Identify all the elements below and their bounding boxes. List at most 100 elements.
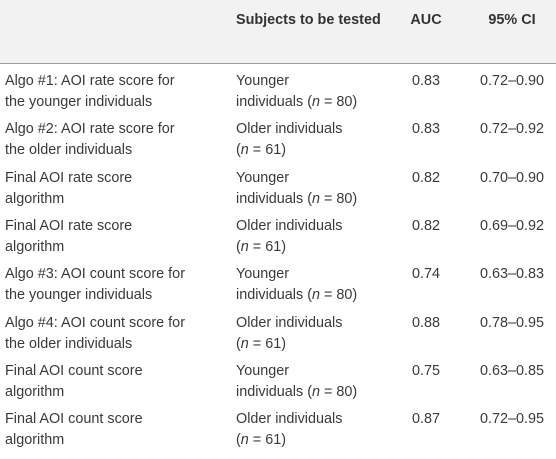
table-row: Final AOI rate score algorithm Older indiv…	[0, 216, 556, 266]
row-label-line2: the older individuals	[5, 142, 133, 159]
row-label: Algo #1: AOI rate score for the younger i…	[5, 71, 175, 113]
subjects-count-prefix: individuals (	[236, 190, 312, 207]
row-label-line2: algorithm	[5, 432, 65, 449]
row-auc: 0.88	[411, 314, 440, 331]
row-subjects-line1: Younger	[236, 266, 290, 283]
header-subjects-line1: Subjects to be	[236, 12, 335, 28]
subjects-count-prefix: (	[236, 432, 241, 449]
row-label-line2: the older individuals	[5, 335, 133, 352]
row-subjects-line2: individuals (n = 80)	[236, 189, 357, 210]
subjects-count-value: = 80)	[320, 287, 358, 304]
row-label: Algo #2: AOI rate score for the older ind…	[5, 119, 175, 161]
row-label-line2: the younger individuals	[5, 287, 153, 304]
table-row: Final AOI count score algorithm Younger ind…	[0, 361, 556, 411]
row-label-line1: Algo #2: AOI rate score for	[5, 121, 175, 138]
row-label: Final AOI count score algorithm	[5, 361, 143, 403]
row-ci: 0.72–0.90	[479, 73, 545, 89]
row-label: Algo #3: AOI count score for the younger …	[5, 264, 185, 306]
row-label-line1: Final AOI rate score	[5, 169, 133, 186]
row-subjects-line1: Younger	[236, 362, 290, 379]
header-subjects-line2: tested	[338, 12, 381, 28]
row-auc: 0.75	[411, 362, 440, 379]
subjects-count-value: = 80)	[320, 94, 358, 110]
table-row: Algo #4: AOI count score for the older in…	[0, 313, 556, 363]
row-subjects: Older individuals (n = 61)	[236, 119, 342, 161]
row-subjects: Younger individuals (n = 80)	[236, 361, 357, 403]
row-ci: 0.72–0.92	[479, 121, 545, 138]
subjects-count-symbol: n	[312, 383, 321, 400]
row-subjects-line2: (n = 61)	[236, 237, 342, 258]
header-ci: 95% CI	[488, 12, 536, 28]
row-label-line1: Final AOI count score	[5, 362, 143, 379]
row-subjects-line2: individuals (n = 80)	[236, 382, 357, 403]
subjects-count-value: = 61)	[248, 142, 287, 159]
row-ci: 0.63–0.83	[479, 266, 545, 283]
row-subjects: Older individuals (n = 61)	[236, 313, 342, 355]
row-label: Final AOI rate score algorithm	[5, 216, 132, 258]
subjects-count-symbol: n	[312, 94, 321, 110]
subjects-count-prefix: (	[236, 142, 241, 159]
row-subjects-line2: individuals (n = 80)	[236, 285, 357, 306]
row-subjects-line1: Older individuals	[236, 121, 343, 138]
table-row: Final AOI rate score algorithm Younger indi…	[0, 168, 556, 218]
subjects-count-symbol: n	[312, 190, 321, 207]
row-auc: 0.82	[411, 217, 440, 234]
row-auc: 0.83	[411, 121, 440, 138]
subjects-count-prefix: individuals (	[236, 383, 312, 400]
header-subjects: Subjects to be tested	[236, 10, 381, 31]
row-subjects-line2: individuals (n = 80)	[236, 92, 357, 113]
row-subjects: Older individuals (n = 61)	[236, 409, 342, 451]
row-label-line1: Final AOI count score	[5, 411, 143, 428]
subjects-count-prefix: individuals (	[236, 94, 312, 110]
row-label-line2: algorithm	[5, 238, 65, 255]
row-subjects-line1: Older individuals	[236, 411, 343, 428]
subjects-count-value: = 61)	[248, 238, 287, 255]
subjects-count-value: = 61)	[248, 432, 287, 449]
row-ci: 0.70–0.90	[479, 169, 545, 186]
row-ci: 0.63–0.85	[479, 362, 545, 379]
row-auc: 0.87	[411, 411, 440, 428]
row-subjects-line1: Younger	[236, 73, 290, 89]
subjects-count-prefix: individuals (	[236, 287, 312, 304]
row-label: Final AOI count score algorithm	[5, 409, 143, 451]
row-auc: 0.74	[411, 266, 440, 283]
row-auc: 0.83	[411, 73, 440, 89]
subjects-count-symbol: n	[240, 142, 249, 159]
subjects-count-symbol: n	[240, 238, 249, 255]
table-row: Final AOI count score algorithm Older indi…	[0, 409, 556, 459]
row-subjects-line1: Younger	[236, 169, 290, 186]
subjects-count-prefix: (	[236, 238, 241, 255]
row-subjects-line2: (n = 61)	[236, 334, 342, 355]
table-header: Subjects to be tested AUC 95% CI	[0, 0, 556, 64]
row-subjects-line2: (n = 61)	[236, 140, 342, 161]
row-label-line1: Algo #4: AOI count score for	[5, 314, 185, 331]
subjects-count-prefix: (	[236, 335, 241, 352]
row-label-line2: algorithm	[5, 190, 65, 207]
row-subjects: Older individuals (n = 61)	[236, 216, 342, 258]
row-ci: 0.69–0.92	[479, 217, 545, 234]
row-subjects: Younger individuals (n = 80)	[236, 71, 357, 113]
subjects-count-symbol: n	[240, 335, 249, 352]
row-label-line2: the younger individuals	[5, 94, 153, 110]
row-subjects-line1: Older individuals	[236, 217, 343, 234]
table-row: Algo #3: AOI count score for the younger …	[0, 264, 556, 314]
row-label: Algo #4: AOI count score for the older in…	[5, 313, 185, 355]
subjects-count-symbol: n	[240, 432, 249, 449]
table-row: Algo #2: AOI rate score for the older ind…	[0, 119, 556, 169]
row-label-line2: algorithm	[5, 383, 65, 400]
row-label-line1: Algo #3: AOI count score for	[5, 266, 185, 283]
table-row: Algo #1: AOI rate score for the younger i…	[0, 71, 556, 121]
subjects-count-value: = 80)	[320, 190, 358, 207]
row-label-line1: Final AOI rate score	[5, 217, 133, 234]
row-ci: 0.72–0.95	[479, 411, 545, 428]
row-subjects: Younger individuals (n = 80)	[236, 264, 357, 306]
subjects-count-value: = 61)	[248, 335, 287, 352]
header-auc: AUC	[410, 12, 442, 28]
row-subjects: Younger individuals (n = 80)	[236, 168, 357, 210]
row-subjects-line2: (n = 61)	[236, 430, 342, 451]
row-label-line1: Algo #1: AOI rate score for	[5, 73, 175, 89]
subjects-count-value: = 80)	[320, 383, 358, 400]
row-ci: 0.78–0.95	[479, 314, 545, 331]
row-auc: 0.82	[411, 169, 440, 186]
